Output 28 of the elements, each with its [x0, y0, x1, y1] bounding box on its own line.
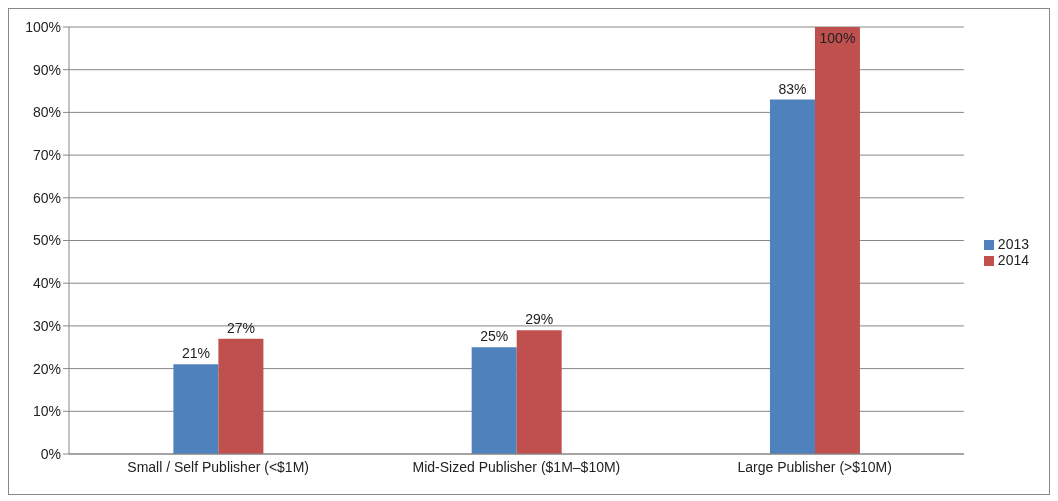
- y-tick-label: 10%: [32, 403, 61, 420]
- y-tick-label: 20%: [32, 360, 61, 377]
- y-tick-label: 70%: [32, 147, 61, 164]
- data-label: 21%: [181, 345, 210, 362]
- x-tick-label: Large Publisher (>$10M): [737, 458, 892, 475]
- bar: [218, 338, 264, 454]
- data-label: 27%: [226, 319, 255, 336]
- y-tick-label: 100%: [25, 18, 61, 35]
- data-label: 29%: [525, 311, 554, 328]
- x-tick-label: Mid-Sized Publisher ($1M–$10M): [412, 458, 621, 475]
- y-tick-label: 80%: [32, 104, 61, 121]
- data-label: 100%: [819, 30, 856, 46]
- legend-label: 2014: [997, 251, 1029, 268]
- y-tick-label: 40%: [32, 275, 61, 292]
- legend-label: 2013: [997, 235, 1029, 252]
- bar: [173, 364, 219, 454]
- bar: [516, 330, 562, 454]
- data-label: 25%: [480, 328, 509, 345]
- y-tick-label: 90%: [32, 61, 61, 78]
- y-tick-label: 60%: [32, 189, 61, 206]
- y-tick-label: 30%: [32, 317, 61, 334]
- bar: [769, 99, 815, 454]
- data-label: 83%: [778, 80, 807, 97]
- y-tick-label: 0%: [40, 445, 61, 462]
- x-tick-label: Small / Self Publisher (<$1M): [127, 458, 309, 475]
- y-tick-label: 50%: [32, 232, 61, 249]
- bar: [471, 347, 517, 454]
- bar: [814, 27, 860, 454]
